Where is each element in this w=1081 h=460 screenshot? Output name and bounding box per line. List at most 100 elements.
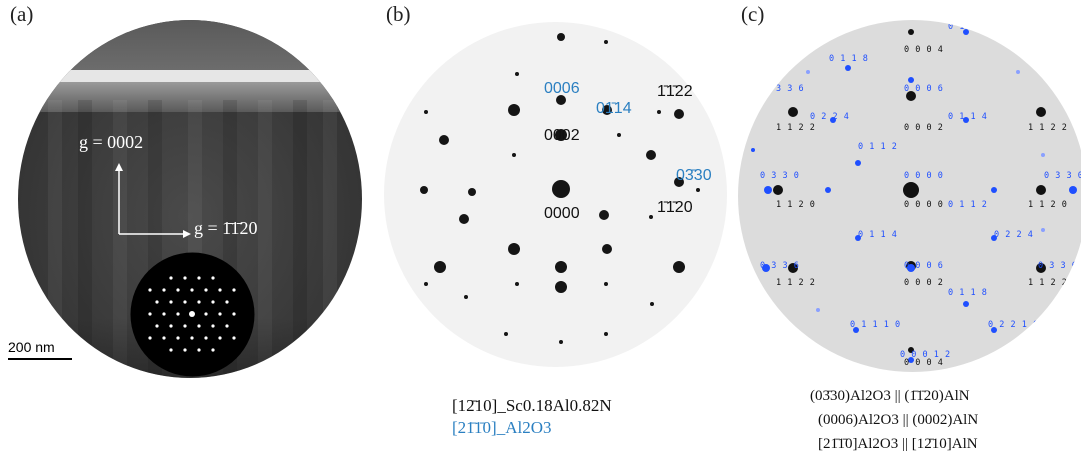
label-c-02210: 0 2 2 1 0: [988, 320, 1039, 330]
label-0002-b: 0002: [544, 127, 580, 144]
label-c-00012: 0 0 0 1 2: [900, 350, 951, 360]
label-c-0112: 0 1 1 2: [858, 142, 898, 152]
diffraction-spot: [602, 105, 612, 115]
diffraction-spot: [604, 282, 608, 286]
inset-spot: [162, 336, 166, 340]
inset-spot: [169, 300, 173, 304]
label-0006-b: 0006: [544, 80, 580, 97]
diffraction-spots-b: [420, 33, 700, 344]
simulated-spot-alscn: [788, 263, 798, 273]
inset-spot: [225, 300, 229, 304]
inset-spot: [183, 348, 187, 352]
caption-b-line2: [21̄1̄0]_Al2O3: [452, 418, 552, 437]
inset-spot: [204, 336, 208, 340]
label-c-0114-b: 0 1 1 4: [858, 230, 898, 240]
simulated-spot-alscn: [773, 185, 783, 195]
diffraction-spot: [657, 110, 661, 114]
diffraction-spot: [508, 243, 520, 255]
inset-spot: [176, 288, 180, 292]
simulated-spot-sapphire: [908, 357, 914, 363]
diffraction-spot: [604, 40, 608, 44]
inset-spot: [190, 336, 194, 340]
simulated-spot-sapphire: [908, 77, 914, 83]
inset-spot: [211, 348, 215, 352]
simulated-spot-sapphire: [991, 187, 997, 193]
simulated-spot-alscn: [1036, 185, 1046, 195]
diffraction-spot: [515, 282, 519, 286]
diffraction-spot: [439, 135, 449, 145]
g-0002-label: g = 0002: [79, 132, 144, 152]
simulated-spot-faint: [816, 308, 820, 312]
label-c-0330-l: 0 3 3 0: [760, 171, 800, 181]
simulated-spot-alscn: [788, 107, 798, 117]
label-0000-b: 0000: [544, 205, 580, 222]
diffraction-spot: [424, 110, 428, 114]
label-c-1122-b: 1 1 2 2: [1028, 123, 1068, 133]
label-c-0002-b: 0 0 0 2: [904, 278, 944, 288]
simulated-spot-sapphire: [830, 117, 836, 123]
simulated-spot-sapphire: [963, 117, 969, 123]
diffraction-spot: [556, 95, 566, 105]
label-c-0000: 0 0 0 0: [904, 171, 944, 181]
inset-spot: [176, 336, 180, 340]
inset-spot: [232, 312, 236, 316]
inset-spot: [183, 300, 187, 304]
simulated-spot-sapphire: [825, 187, 831, 193]
simulated-spot-sapphire: [855, 160, 861, 166]
label-c-0004-b: 0 0 0 4: [904, 358, 944, 368]
inset-spot: [169, 348, 173, 352]
simulated-spot-sapphire: [1074, 264, 1081, 272]
label-c-0336: 0 3 3 6: [760, 261, 800, 271]
simulated-pattern-c: 0 1 1 8 0 0 0 4 0 1 1 8 3 3 6 0 0 0 6 0 …: [738, 20, 1081, 372]
diffraction-spot: [512, 153, 516, 157]
diffraction-spot: [617, 133, 621, 137]
label-c-0118-b: 0 1 1 8: [948, 288, 988, 298]
inset-spot: [218, 288, 222, 292]
inset-spot: [162, 312, 166, 316]
inset-spot: [148, 312, 152, 316]
diffraction-spot: [599, 210, 609, 220]
label-c-0336-tl: 3 3 6: [776, 84, 805, 94]
caption-b-line1: [12̄10]_Sc0.18Al0.82N: [452, 396, 612, 415]
diffraction-spot: [673, 261, 685, 273]
diffraction-spot: [555, 261, 567, 273]
label-c-1122-c: 1 1 2 2: [776, 278, 816, 288]
diffraction-spot: [674, 109, 684, 119]
simulated-spot-alscn: [1036, 107, 1046, 117]
label-c-1120-a: 1 1 2 0: [776, 200, 816, 210]
inset-spot: [183, 324, 187, 328]
inset-spot: [225, 324, 229, 328]
inset-spot: [176, 312, 180, 316]
inset-spot: [232, 288, 236, 292]
diffraction-spot: [604, 332, 608, 336]
simulated-spot-sapphire: [963, 29, 969, 35]
inset-spot: [169, 276, 173, 280]
simulated-spot-sapphire: [751, 148, 755, 152]
scale-bar-label: 200 nm: [8, 339, 55, 355]
inset-spot: [218, 336, 222, 340]
inset-spot: [197, 276, 201, 280]
diffraction-spot: [649, 215, 653, 219]
simulated-spot-sapphire: [855, 235, 861, 241]
label-c-0224: 0 2 2 4: [810, 112, 850, 122]
inset-spot: [218, 312, 222, 316]
diffraction-spot: [557, 33, 565, 41]
diffraction-spot: [555, 281, 567, 293]
simulated-spot-faint: [806, 70, 810, 74]
inset-spot: [211, 300, 215, 304]
panel-c-label: (c): [741, 2, 765, 26]
simulated-spot-sapphire: [991, 327, 997, 333]
diffraction-spot: [650, 302, 654, 306]
simulated-spot-alscn: [903, 182, 919, 198]
inset-spot: [197, 324, 201, 328]
inset-spot: [155, 300, 159, 304]
diffraction-spot: [646, 150, 656, 160]
diffraction-spot: [559, 340, 563, 344]
diffraction-spot: [504, 332, 508, 336]
caption-c-line3: [21̄1̄0]Al2O3 || [12̄10]AlN: [818, 436, 978, 452]
saed-inset: [130, 252, 255, 377]
label-c-01110: 0 1 1 1 0: [850, 320, 901, 330]
label-c-0006-b: 0 0 0 6: [904, 261, 944, 271]
label-0330-b: 03̄30: [676, 167, 712, 184]
simulated-spots-c: [751, 29, 1081, 363]
